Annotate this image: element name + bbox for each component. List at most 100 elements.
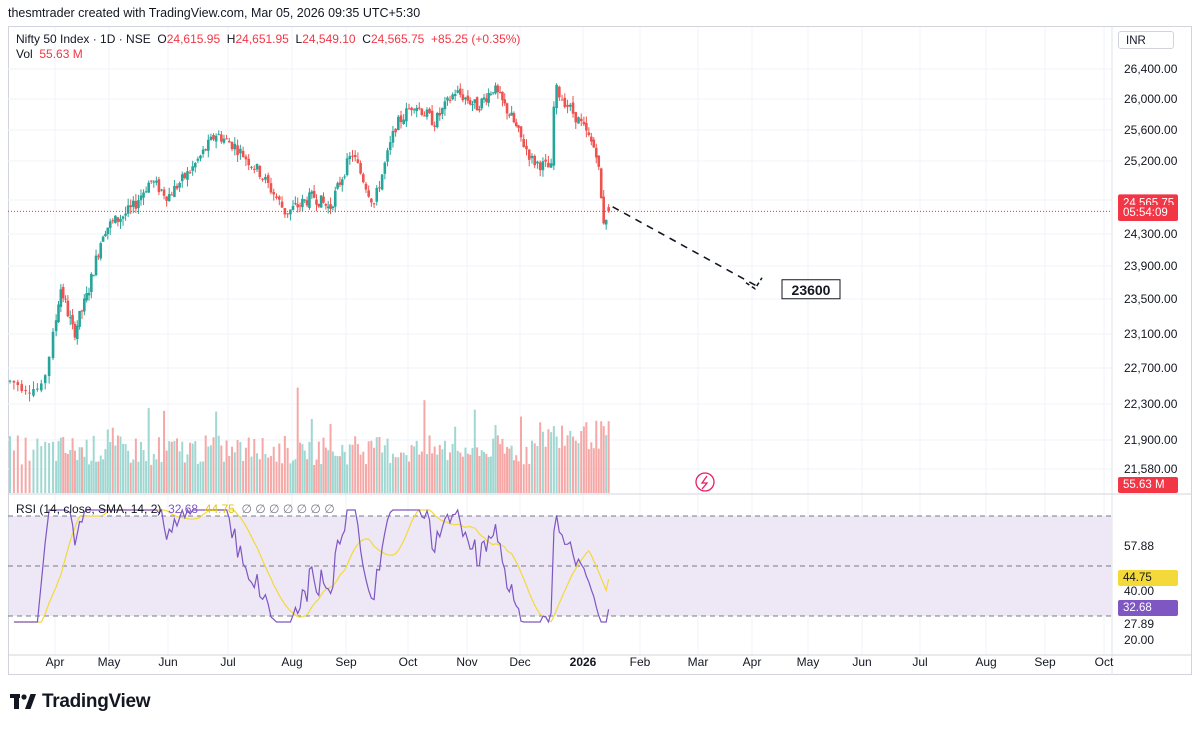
candle-body <box>286 213 289 215</box>
candle-body <box>466 95 470 101</box>
volume-bar <box>207 446 210 493</box>
time-axis-label: Jun <box>852 655 871 669</box>
volume-bar <box>28 460 31 493</box>
candle-body <box>131 200 135 207</box>
volume-bar <box>348 444 351 493</box>
candle-body <box>338 182 342 185</box>
volume-bar <box>97 461 100 493</box>
candle-body <box>402 119 405 124</box>
volume-bar <box>520 416 523 493</box>
rsi-legend[interactable]: RSI (14, close, SMA, 14, 2) 32.68 44.75 … <box>16 502 335 516</box>
candle-body <box>473 99 477 104</box>
candle-body <box>32 389 35 396</box>
candle-body <box>345 158 349 175</box>
candle-body <box>604 219 608 225</box>
candle-body <box>378 187 381 189</box>
candle-body <box>361 174 365 183</box>
chart-frame[interactable] <box>8 26 1192 675</box>
candle-body <box>233 143 237 150</box>
volume-bar <box>471 447 474 493</box>
volume-bar <box>83 456 86 493</box>
currency-selector[interactable]: INR <box>1118 31 1174 49</box>
volume-bar <box>494 424 497 493</box>
candle-body <box>239 148 242 154</box>
price-tick-label: 26,400.00 <box>1124 62 1178 76</box>
volume-bar <box>510 445 513 493</box>
candle-body <box>480 98 484 109</box>
volume-bar <box>55 460 58 493</box>
volume-bar <box>176 438 179 493</box>
candle-body <box>485 98 488 102</box>
volume-bar <box>64 452 67 493</box>
volume-bar <box>367 441 370 493</box>
candle-body <box>275 196 278 198</box>
volume-bar <box>236 440 239 493</box>
volume-bar <box>446 460 449 493</box>
candle-body <box>241 150 245 158</box>
candle-body <box>173 185 176 197</box>
candle-body <box>24 390 27 392</box>
volume-bar <box>88 464 91 493</box>
candle-body <box>144 191 148 193</box>
candle-body <box>399 115 403 123</box>
price-tick-label: 25,600.00 <box>1124 123 1178 137</box>
volume-bar <box>278 443 281 493</box>
candle-body <box>420 108 424 115</box>
candle-body <box>329 204 332 210</box>
volume-bar <box>222 461 225 493</box>
volume-bar <box>436 454 439 493</box>
volume-bar <box>95 461 98 493</box>
candle-body <box>340 179 344 186</box>
candle-body <box>446 97 449 101</box>
candle-body <box>533 155 537 166</box>
candle-body <box>461 94 465 101</box>
symbol-name[interactable]: Nifty 50 Index · 1D · NSE <box>16 32 151 46</box>
volume-bar <box>483 451 486 493</box>
volume-bar <box>272 446 275 493</box>
volume-bar <box>473 409 476 493</box>
volume-bar <box>129 462 132 493</box>
candle-body <box>552 106 556 166</box>
candle-body <box>94 255 98 276</box>
volume-bar <box>425 454 428 493</box>
volume-bar <box>515 455 518 493</box>
volume-bar <box>286 447 289 493</box>
volume-bar <box>469 454 472 493</box>
rsi-label: RSI (14, close, SMA, 14, 2) <box>16 502 162 516</box>
candle-body <box>597 155 601 167</box>
candle-body <box>326 206 330 209</box>
candle-body <box>435 113 439 128</box>
volume-bar <box>62 436 65 493</box>
candle-body <box>317 203 321 207</box>
volume-bar <box>315 459 318 493</box>
volume-bar <box>283 435 286 493</box>
volume-bar <box>322 437 325 493</box>
candle-body <box>441 108 444 115</box>
volume-bar <box>331 451 334 493</box>
volume-bar <box>580 431 583 493</box>
volume-bar <box>607 421 610 493</box>
candle-body <box>482 97 486 100</box>
candle-body <box>587 132 591 135</box>
candle-body <box>258 165 262 177</box>
volume-bar <box>433 446 436 493</box>
volume-bar <box>408 461 411 493</box>
volume-bar <box>341 444 344 493</box>
volume-bar <box>139 441 142 493</box>
volume-legend[interactable]: Vol 55.63 M <box>16 47 83 61</box>
candle-body <box>475 97 479 111</box>
volume-bar <box>512 460 515 493</box>
volume-bar <box>394 457 397 493</box>
volume-bar <box>530 440 533 493</box>
rsi-tick-label: 27.89 <box>1124 617 1154 631</box>
volume-bar <box>152 453 155 493</box>
candle-body <box>514 122 518 127</box>
candle-body <box>272 191 276 195</box>
candle-body <box>394 128 397 133</box>
tradingview-logo[interactable]: TradingView <box>10 691 151 713</box>
symbol-legend[interactable]: Nifty 50 Index · 1D · NSE O24,615.95 H24… <box>16 32 520 46</box>
volume-bar <box>356 444 359 493</box>
volume-bar <box>48 443 51 493</box>
candle-body <box>386 150 389 162</box>
